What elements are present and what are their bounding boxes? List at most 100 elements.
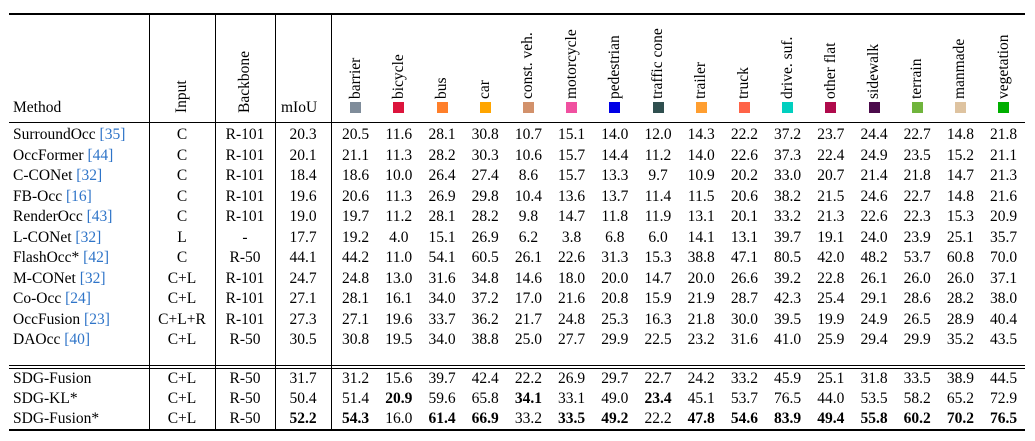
value-cell: 40.4 [990,310,1018,328]
method-cell: M-CONet [32] [13,270,106,288]
value-cell: 15.6 [385,370,413,387]
value-cell: 14.8 [946,187,974,205]
value-cell: 37.3 [774,146,802,164]
value-cell: 10.7 [514,126,542,143]
value-cell: 29.7 [601,370,629,387]
value-cell: 55.8 [860,409,888,427]
input-cell: C [176,187,188,205]
value-cell: 23.5 [903,146,931,164]
value-cell: 15.7 [558,146,586,164]
value-cell: 53.7 [903,249,931,266]
value-cell: 60.8 [946,249,974,266]
value-cell: 34.8 [471,269,499,287]
input-cell: C+L+R [158,310,206,328]
input-cell: C+L [167,290,197,307]
method-cell: C-CONet [32] [13,167,102,185]
method-name: L-CONet [13,228,72,246]
input-cell: L [177,228,187,246]
value-cell: 42.4 [471,370,499,387]
value-cell: 80.5 [774,249,802,266]
class-color-swatch [566,102,578,113]
header-class-car: car [476,80,494,99]
value-cell: 13.0 [385,269,413,287]
value-cell: 24.9 [860,310,888,328]
value-cell: 26.9 [471,228,499,246]
value-cell: 30.3 [471,146,499,164]
method-cell: FB-Occ [16] [13,188,92,206]
value-cell: 43.5 [990,331,1018,348]
value-cell: 35.2 [946,331,974,348]
input-cell: C [176,167,188,184]
miou-cell: 19.0 [289,208,317,225]
method-name: SDG-Fusion* [13,409,100,427]
backbone-cell: R-50 [229,370,261,387]
value-cell: 21.6 [558,290,586,307]
value-cell: 11.2 [385,208,413,225]
class-color-swatch [652,102,664,113]
value-cell: 21.1 [342,146,370,164]
citation-link[interactable]: [44] [87,146,114,164]
class-color-swatch [479,102,491,113]
backbone-cell: R-101 [225,269,265,287]
value-cell: 20.6 [730,187,758,205]
value-cell: 11.2 [644,146,672,164]
value-cell: 14.0 [601,126,629,143]
value-cell: 21.1 [990,146,1018,164]
value-cell: 12.0 [644,126,672,143]
value-cell: 34.0 [428,331,456,348]
value-cell: 28.1 [428,126,456,143]
value-cell: 38.0 [990,290,1018,307]
class-color-swatch [825,102,837,113]
value-cell: 31.6 [428,269,456,287]
value-cell: 30.0 [730,310,758,328]
citation-link[interactable]: [43] [86,208,113,225]
value-cell: 31.3 [601,249,629,266]
value-cell: 15.1 [428,228,456,246]
value-cell: 34.1 [514,389,542,407]
value-cell: 26.9 [428,187,456,205]
citation-link[interactable]: [16] [65,187,92,205]
value-cell: 49.2 [601,409,629,427]
value-cell: 20.5 [342,126,370,143]
citation-link[interactable]: [32] [76,167,103,184]
value-cell: 21.6 [990,187,1018,205]
value-cell: 21.9 [687,290,715,307]
citation-link[interactable]: [23] [84,310,110,328]
citation-link[interactable]: [32] [75,228,102,246]
citation-link[interactable]: [24] [65,290,91,307]
citation-link[interactable]: [32] [79,269,106,287]
class-color-swatch [998,102,1010,113]
value-cell: 24.9 [860,146,888,164]
class-color-swatch [954,102,966,113]
value-cell: 14.0 [687,146,715,164]
value-cell: 26.9 [558,370,586,387]
value-cell: 27.1 [342,310,370,328]
citation-link[interactable]: [35] [99,126,126,143]
header-class-drive-suf: drive. suf. [778,36,796,99]
value-cell: 53.7 [730,389,758,407]
method-cell: OccFusion [23] [13,311,110,329]
class-color-swatch [609,102,621,113]
value-cell: 29.1 [860,290,888,307]
value-cell: 22.4 [817,146,845,164]
value-cell: 44.2 [342,249,370,266]
value-cell: 20.0 [601,269,629,287]
citation-link[interactable]: [42] [83,249,109,266]
value-cell: 20.1 [730,208,758,225]
value-cell: 14.7 [558,208,586,225]
value-cell: 48.2 [860,249,888,266]
value-cell: 11.4 [644,187,672,205]
citation-link[interactable]: [40] [64,331,91,348]
value-cell: 33.2 [774,208,802,225]
value-cell: 14.3 [687,126,715,143]
class-color-swatch [522,102,534,113]
value-cell: 38.2 [774,187,802,205]
header-miou: mIoU [281,99,318,116]
class-color-swatch [393,102,405,113]
value-cell: 10.0 [385,167,413,184]
value-cell: 53.5 [860,389,888,407]
backbone-cell: R-101 [225,146,265,164]
value-cell: 21.8 [903,167,931,184]
value-cell: 15.9 [644,290,672,307]
class-color-swatch [695,102,707,113]
